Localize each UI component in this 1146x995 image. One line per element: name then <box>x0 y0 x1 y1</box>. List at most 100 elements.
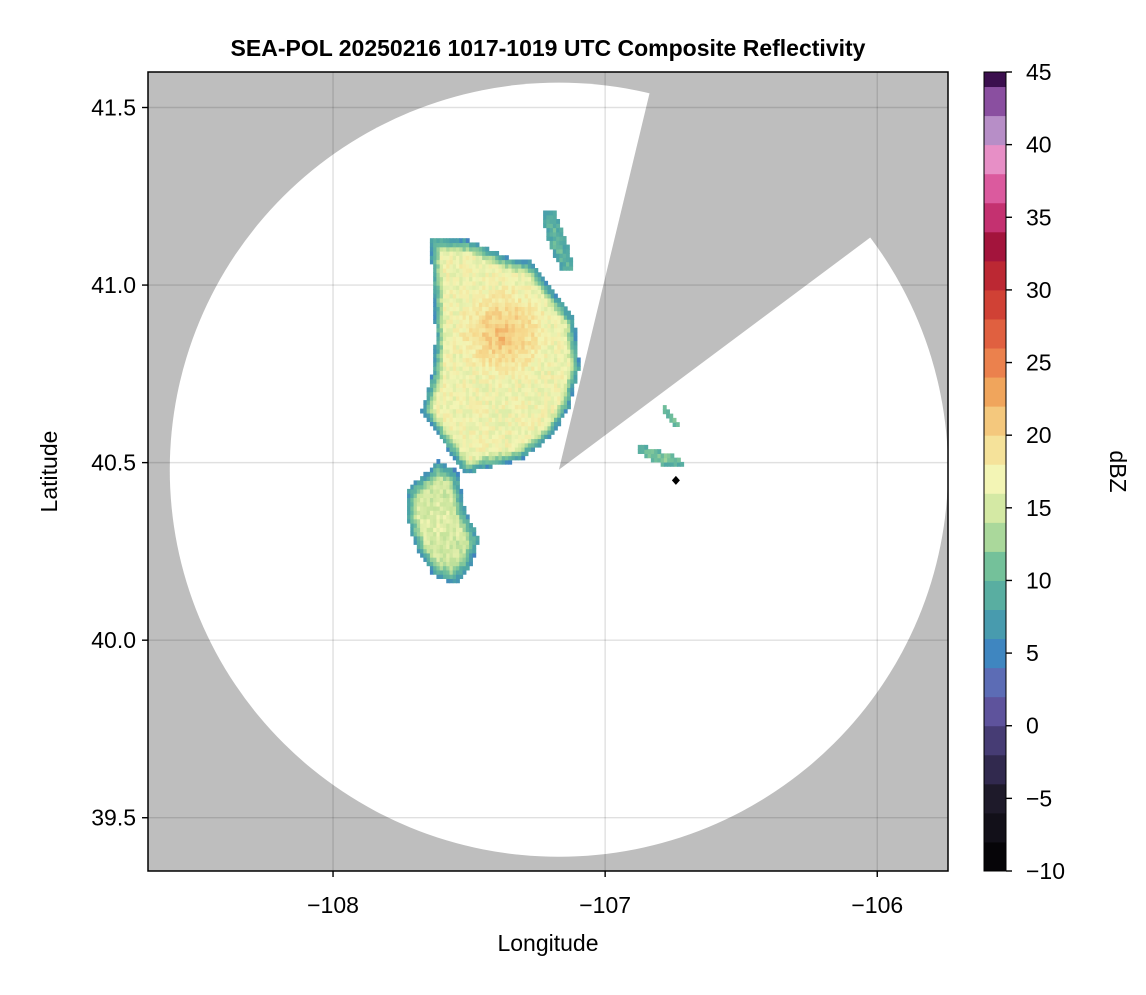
echo-cell <box>469 425 473 431</box>
echo-cell <box>478 357 483 363</box>
echo-cell <box>475 331 480 337</box>
echo-cell <box>478 246 483 252</box>
echo-cell <box>505 357 509 363</box>
echo-cell <box>459 331 464 337</box>
echo-cell <box>511 306 516 312</box>
echo-cell <box>534 310 539 316</box>
echo-cell <box>446 323 451 329</box>
echo-cell <box>469 417 473 423</box>
echo-cell <box>456 348 460 354</box>
echo-cell <box>673 457 678 463</box>
echo-cell <box>442 501 447 507</box>
echo-cell <box>449 259 454 265</box>
echo-cell <box>420 488 424 494</box>
echo-cell <box>420 527 424 533</box>
echo-cell <box>550 429 555 435</box>
echo-cell <box>465 514 470 520</box>
echo-cell <box>429 238 434 244</box>
echo-cell <box>488 408 493 414</box>
echo-cell <box>442 383 447 388</box>
echo-cell <box>514 344 519 350</box>
echo-cell <box>491 348 496 354</box>
echo-cell <box>511 344 516 350</box>
echo-cell <box>446 280 451 286</box>
echo-cell <box>449 357 454 363</box>
echo-cell <box>485 378 490 384</box>
echo-cell <box>514 336 519 342</box>
echo-cell <box>567 374 571 380</box>
echo-cell <box>465 548 470 554</box>
echo-cell <box>459 268 464 273</box>
echo-cell <box>547 374 552 380</box>
echo-cell <box>446 578 451 584</box>
echo-cell <box>650 453 655 459</box>
echo-cell <box>501 297 506 303</box>
echo-cell <box>527 442 532 448</box>
echo-cell <box>563 314 568 320</box>
echo-cell <box>433 348 438 354</box>
echo-cell <box>469 387 473 393</box>
echo-cell <box>524 366 529 371</box>
echo-cell <box>501 285 506 290</box>
echo-cell <box>576 357 581 363</box>
echo-cell <box>514 417 519 423</box>
echo-cell <box>452 319 457 325</box>
echo-cell <box>514 421 519 427</box>
echo-cell <box>446 246 451 252</box>
echo-cell <box>485 434 490 440</box>
echo-cell <box>465 408 470 414</box>
echo-cell <box>505 434 509 440</box>
echo-cell <box>550 374 555 380</box>
echo-cell <box>462 510 467 516</box>
echo-cell <box>565 248 570 254</box>
echo-cell <box>508 259 513 265</box>
echo-cell <box>452 480 457 486</box>
echo-cell <box>442 268 447 273</box>
echo-cell <box>456 344 460 350</box>
echo-cell <box>452 565 457 571</box>
echo-cell <box>439 569 444 575</box>
echo-cell <box>521 276 526 282</box>
echo-cell <box>511 455 516 461</box>
echo-cell <box>469 544 473 550</box>
echo-cell <box>452 548 457 554</box>
echo-cell <box>485 408 490 414</box>
echo-cell <box>436 557 441 562</box>
echo-cell <box>459 455 464 461</box>
echo-cell <box>540 327 545 333</box>
echo-cell <box>433 310 438 316</box>
echo-cell <box>426 552 431 558</box>
echo-cell <box>567 336 571 342</box>
echo-cell <box>540 276 545 282</box>
echo-cell <box>436 276 441 282</box>
echo-cell <box>446 540 451 545</box>
echo-cell <box>442 395 447 401</box>
echo-cell <box>436 348 441 354</box>
echo-cell <box>472 293 477 299</box>
echo-cell <box>407 488 411 494</box>
echo-cell <box>491 374 496 380</box>
echo-cell <box>553 310 558 316</box>
echo-cell <box>488 314 493 320</box>
echo-cell <box>495 374 500 380</box>
echo-cell <box>563 336 568 342</box>
echo-cell <box>459 250 464 256</box>
echo-cell <box>508 434 513 440</box>
echo-cell <box>531 293 535 299</box>
echo-cell <box>556 227 561 233</box>
echo-cell <box>495 361 500 367</box>
echo-cell <box>556 248 561 254</box>
echo-cell <box>433 493 438 499</box>
echo-cell <box>429 387 434 393</box>
echo-cell <box>436 353 441 359</box>
echo-cell <box>521 361 526 367</box>
echo-cell <box>563 387 568 393</box>
echo-cell <box>669 417 674 423</box>
echo-cell <box>478 395 483 401</box>
echo-cell <box>456 527 460 533</box>
echo-cell <box>567 395 571 401</box>
echo-cell <box>511 417 516 423</box>
echo-cell <box>465 378 470 384</box>
echo-cell <box>459 327 464 333</box>
echo-cell <box>446 404 451 410</box>
